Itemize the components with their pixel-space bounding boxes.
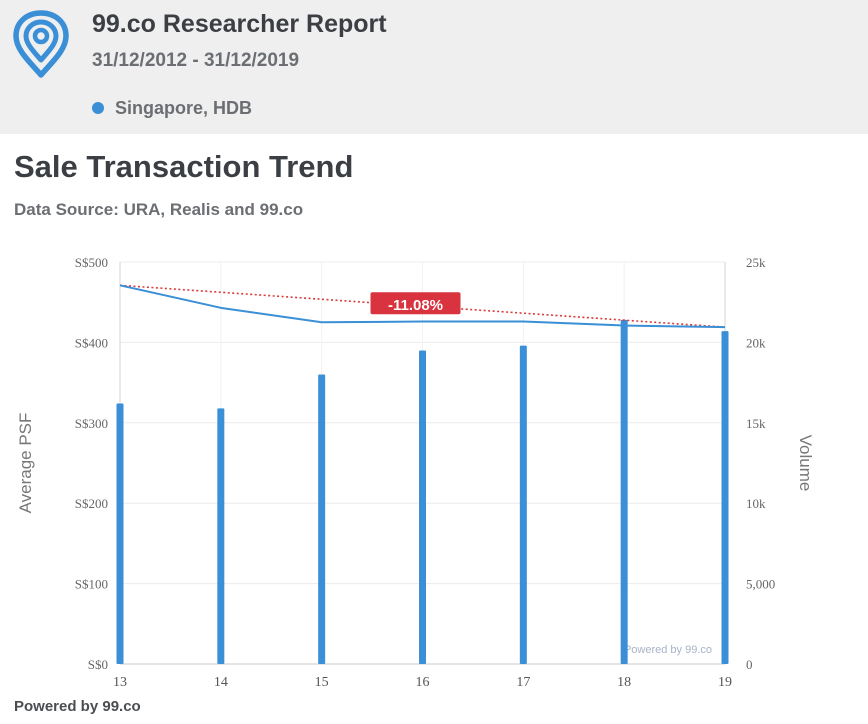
sale-transaction-chart: S$0 S$100 S$200 S$300 S$400 S$500 0 5,000 10k 15k… bbox=[16, 255, 815, 690]
y2-axis-title: Volume bbox=[796, 435, 815, 492]
volume-bar bbox=[217, 408, 225, 664]
chart-watermark: Powered by 99.co bbox=[624, 644, 712, 656]
y2-tick-label: 0 bbox=[746, 657, 753, 672]
volume-bar bbox=[721, 331, 729, 664]
map-pin-logo-icon bbox=[13, 10, 69, 78]
y-tick-label: S$300 bbox=[75, 416, 108, 431]
legend-dot bbox=[92, 102, 104, 114]
legend-label: Singapore, HDB bbox=[115, 97, 253, 118]
section-title: Sale Transaction Trend bbox=[14, 149, 354, 184]
y2-tick-label: 25k bbox=[746, 255, 766, 270]
y-axis-title: Average PSF bbox=[16, 413, 35, 514]
volume-bar bbox=[116, 403, 124, 664]
psf-line bbox=[119, 284, 726, 329]
report-date-range: 31/12/2012 - 31/12/2019 bbox=[92, 50, 300, 71]
y-tick-label: S$200 bbox=[75, 496, 108, 511]
change-badge-label: -11.08% bbox=[388, 297, 443, 314]
x-tick-label: 16 bbox=[416, 675, 430, 690]
y2-tick-label: 5,000 bbox=[746, 577, 775, 592]
volume-bar bbox=[519, 345, 527, 664]
legend: Singapore, HDB bbox=[92, 96, 252, 120]
x-tick-label: 13 bbox=[113, 675, 127, 690]
x-tick-label: 19 bbox=[718, 675, 732, 690]
y2-tick-label: 15k bbox=[746, 416, 766, 431]
x-tick-label: 17 bbox=[516, 675, 530, 690]
volume-bar bbox=[620, 319, 628, 664]
change-badge bbox=[370, 292, 461, 315]
report-title: 99.co Researcher Report bbox=[92, 10, 387, 38]
y-tick-label: S$100 bbox=[75, 577, 108, 592]
x-tick-label: 18 bbox=[617, 675, 631, 690]
footer-powered-by: Powered by 99.co bbox=[14, 698, 141, 715]
volume-bar bbox=[419, 350, 426, 664]
y-tick-label: S$500 bbox=[75, 255, 108, 270]
data-source: Data Source: URA, Realis and 99.co bbox=[14, 200, 304, 219]
y2-tick-label: 10k bbox=[746, 496, 766, 511]
x-tick-label: 14 bbox=[214, 675, 228, 690]
volume-bar bbox=[318, 374, 326, 664]
y2-tick-label: 20k bbox=[746, 335, 766, 350]
y-tick-label: S$0 bbox=[88, 657, 108, 672]
report-header: 99.co Researcher Report 31/12/2012 - 31/… bbox=[0, 0, 868, 134]
x-tick-label: 15 bbox=[315, 675, 329, 690]
y-tick-label: S$400 bbox=[75, 335, 108, 350]
